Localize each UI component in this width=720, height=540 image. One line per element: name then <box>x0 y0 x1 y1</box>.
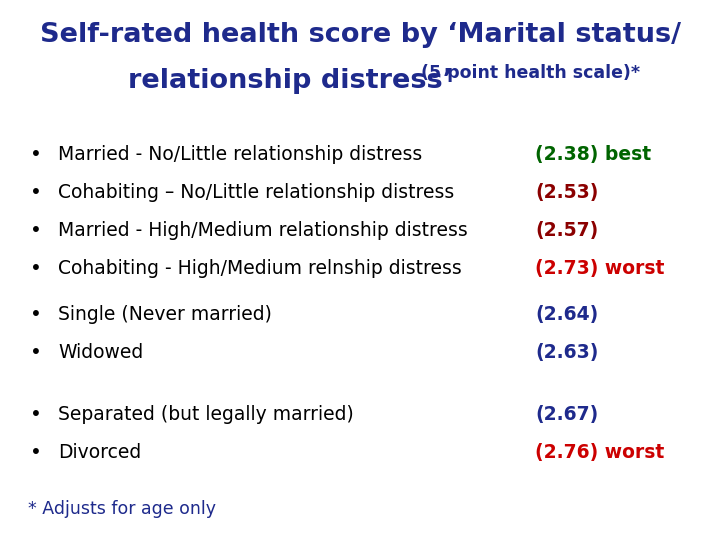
Text: •: • <box>30 343 42 362</box>
Text: Married - No/Little relationship distress: Married - No/Little relationship distres… <box>58 145 422 164</box>
Text: Divorced: Divorced <box>58 443 141 462</box>
Text: (2.67): (2.67) <box>535 405 598 424</box>
Text: Cohabiting - High/Medium relnship distress: Cohabiting - High/Medium relnship distre… <box>58 259 462 278</box>
Text: Single (Never married): Single (Never married) <box>58 305 272 324</box>
Text: Cohabiting – No/Little relationship distress: Cohabiting – No/Little relationship dist… <box>58 183 454 202</box>
Text: (2.53): (2.53) <box>535 183 598 202</box>
Text: •: • <box>30 405 42 424</box>
Text: •: • <box>30 443 42 462</box>
Text: Self-rated health score by ‘Marital status/: Self-rated health score by ‘Marital stat… <box>40 22 680 48</box>
Text: •: • <box>30 183 42 202</box>
Text: •: • <box>30 221 42 240</box>
Text: (2.64): (2.64) <box>535 305 598 324</box>
Text: Married - High/Medium relationship distress: Married - High/Medium relationship distr… <box>58 221 468 240</box>
Text: (2.73) worst: (2.73) worst <box>535 259 665 278</box>
Text: * Adjusts for age only: * Adjusts for age only <box>28 500 216 518</box>
Text: (2.57): (2.57) <box>535 221 598 240</box>
Text: (2.38) best: (2.38) best <box>535 145 651 164</box>
Text: (5 point health scale)*: (5 point health scale)* <box>415 64 640 82</box>
Text: (2.76) worst: (2.76) worst <box>535 443 665 462</box>
Text: •: • <box>30 145 42 164</box>
Text: (2.63): (2.63) <box>535 343 598 362</box>
Text: Separated (but legally married): Separated (but legally married) <box>58 405 354 424</box>
Text: relationship distress’: relationship distress’ <box>128 68 453 94</box>
Text: •: • <box>30 305 42 324</box>
Text: Widowed: Widowed <box>58 343 143 362</box>
Text: •: • <box>30 259 42 278</box>
